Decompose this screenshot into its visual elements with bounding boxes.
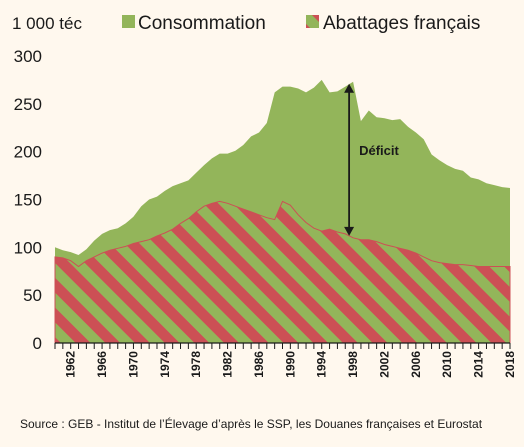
deficit-arrowhead-top <box>344 83 355 93</box>
y-axis: 0 50 100 150 200 250 300 <box>14 47 42 353</box>
deficit-arrowhead-bottom <box>344 226 355 236</box>
x-tick-label: 1986 <box>252 351 266 378</box>
x-tick-label: 2002 <box>377 351 391 378</box>
x-tick-label: 1962 <box>64 351 78 378</box>
x-tick-label: 1978 <box>189 351 203 378</box>
x-tick-label: 1990 <box>283 351 297 378</box>
deficit-annotation: Déficit <box>344 83 400 236</box>
y-tick-label: 50 <box>23 286 42 305</box>
x-tick-label: 1994 <box>315 351 329 378</box>
x-tick-label: 1982 <box>221 351 235 378</box>
legend-label-abattages: Abattages français <box>323 13 480 34</box>
x-tick-label: 2014 <box>472 351 486 378</box>
x-tick-label: 1966 <box>95 351 109 378</box>
x-tick-label: 2018 <box>503 351 517 378</box>
plot-area <box>54 79 511 344</box>
legend-swatch-consommation <box>122 15 135 28</box>
x-tick-label: 2006 <box>409 351 423 378</box>
y-tick-label: 300 <box>14 47 42 66</box>
y-tick-label: 200 <box>14 143 42 162</box>
y-unit-label: 1 000 téc <box>12 14 82 33</box>
legend-label-consommation: Consommation <box>138 13 266 34</box>
y-tick-label: 150 <box>14 191 42 210</box>
y-tick-label: 0 <box>33 334 42 353</box>
x-tick-label: 1970 <box>126 351 140 378</box>
x-tick-label: 1974 <box>158 351 172 378</box>
source-note: Source : GEB - Institut de l’Élevage d’a… <box>20 416 483 431</box>
deficit-label: Déficit <box>359 143 399 158</box>
area-series-abattages <box>54 200 511 344</box>
legend-swatch-abattages <box>306 15 319 28</box>
y-tick-label: 250 <box>14 95 42 114</box>
x-axis: 1962 1966 1970 1974 1978 1982 1986 1990 1994 1998… <box>54 342 517 378</box>
x-tick-label: 2010 <box>440 351 454 378</box>
x-tick-label: 1998 <box>346 351 360 378</box>
y-tick-label: 100 <box>14 238 42 257</box>
